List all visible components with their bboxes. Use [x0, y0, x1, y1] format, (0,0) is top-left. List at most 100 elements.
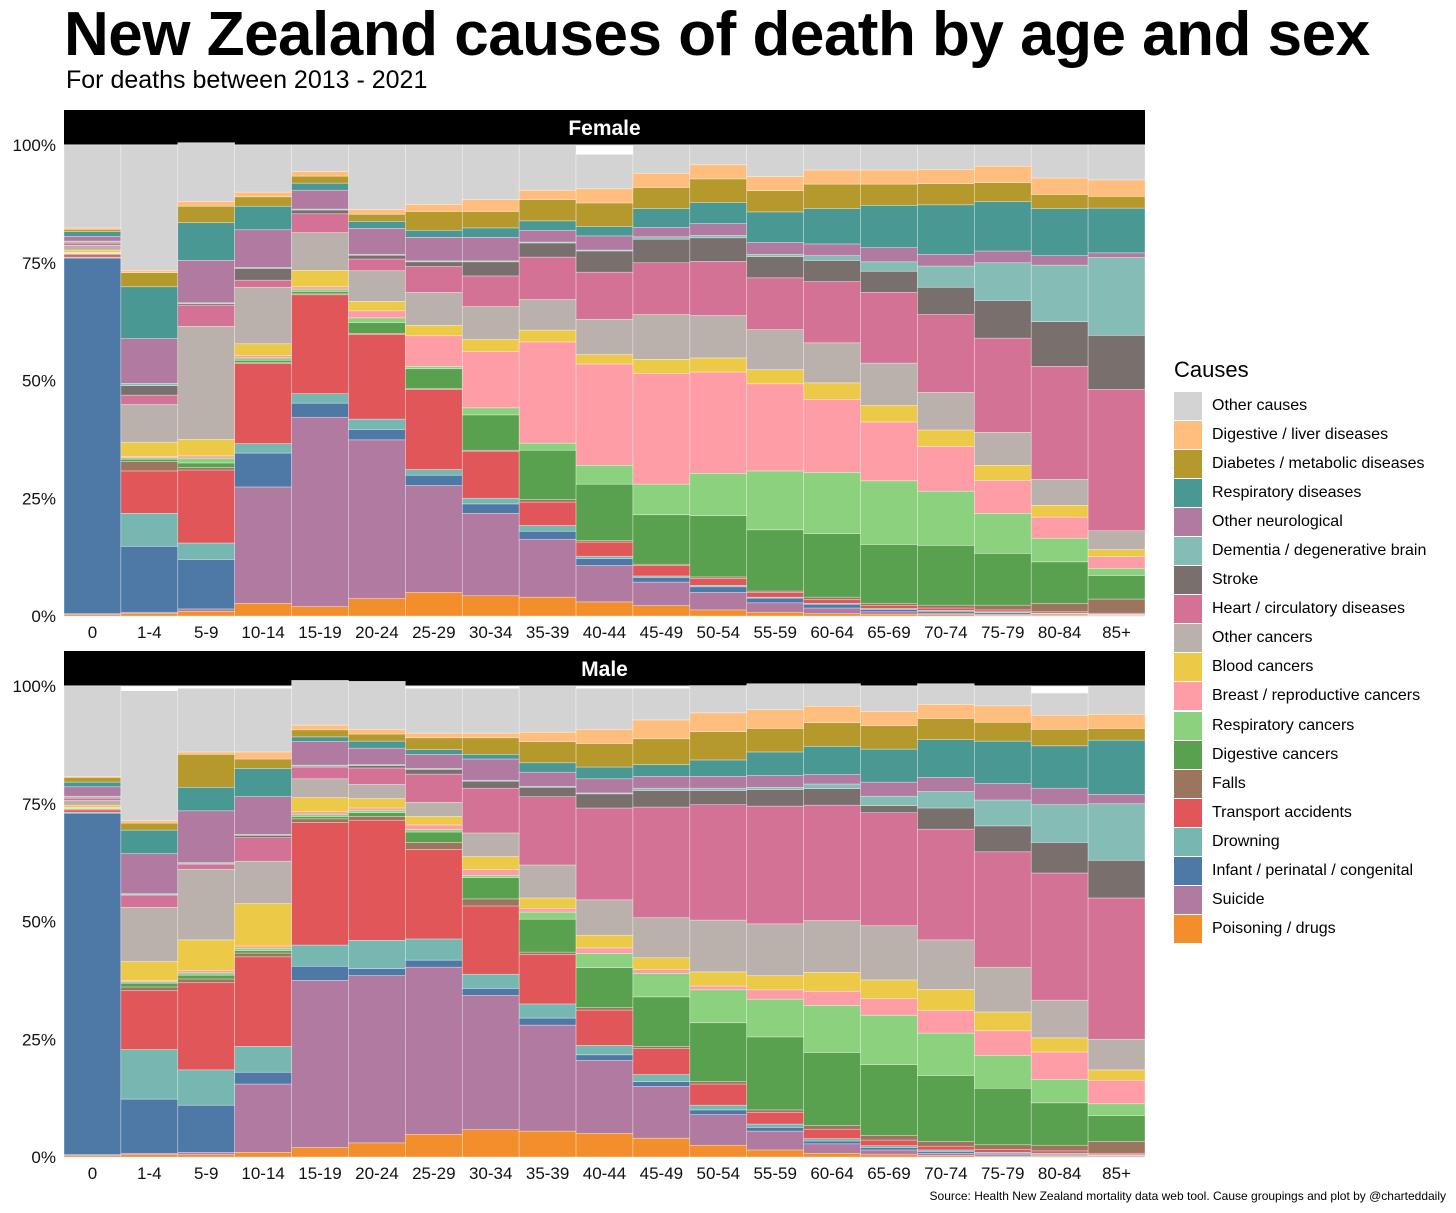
bar-segment-digestive-cancers — [120, 458, 179, 462]
bar-segment-breast-reproductive-cancers — [177, 970, 235, 974]
bar-segment-heart-circulatory-diseases — [63, 797, 122, 801]
bar-segment-digestive-liver-diseases — [120, 269, 179, 273]
bar-segment-other-causes — [120, 690, 179, 822]
bar-segment-respiratory-cancers — [917, 1032, 975, 1076]
bar-segment-other-cancers — [974, 432, 1032, 466]
y-tick-label: 50% — [22, 372, 56, 391]
y-tick-label: 75% — [22, 254, 56, 273]
legend-label: Blood cancers — [1212, 658, 1314, 676]
bar-segment-blood-cancers — [234, 903, 292, 947]
bar-segment-breast-reproductive-cancers — [518, 908, 577, 913]
legend-swatch — [1174, 915, 1202, 944]
bar-segment-suicide — [348, 975, 406, 1144]
bar-segment-digestive-cancers — [291, 291, 349, 295]
bar-segment-transport-accidents — [348, 334, 406, 420]
bar-segment-other-cancers — [860, 925, 918, 981]
bar-segment-drowning — [177, 542, 235, 560]
bar-segment-other-causes — [803, 144, 861, 171]
bar-segment-falls — [120, 461, 179, 472]
bar-segment-respiratory-cancers — [177, 457, 235, 464]
bar-segment-respiratory-cancers — [1030, 537, 1089, 563]
x-tick-label: 75-79 — [981, 1164, 1024, 1180]
bar-segment-heart-circulatory-diseases — [461, 275, 520, 307]
legend-label: Other causes — [1212, 396, 1308, 414]
bar-segment-suicide — [518, 1024, 577, 1132]
bar-segment-transport-accidents — [291, 822, 349, 946]
bar-segment-drowning — [632, 1074, 691, 1082]
bar-segment-drowning — [234, 1046, 292, 1073]
bar-segment-heart-circulatory-diseases — [518, 256, 577, 300]
bar-segment-digestive-liver-diseases — [917, 704, 975, 719]
bar-segment-other-causes — [120, 144, 179, 271]
bar-segment-respiratory-diseases — [803, 208, 861, 245]
x-tick-label: 50-54 — [697, 1164, 740, 1180]
bar-segment-heart-circulatory-diseases — [974, 851, 1032, 968]
bar-segment-transport-accidents — [860, 605, 918, 609]
legend-item-breast-reproductive-cancers: Breast / reproductive cancers — [1174, 682, 1454, 711]
bar-segment-transport-accidents — [405, 389, 463, 470]
bar-segment-other-cancers — [917, 939, 975, 990]
bar-segment-other-neurological — [405, 753, 463, 769]
bar-segment-other-cancers — [348, 270, 406, 302]
bar-segment-respiratory-cancers — [405, 366, 463, 370]
bar-segment-other-neurological — [632, 227, 691, 238]
bar-segment-transport-accidents — [405, 849, 463, 940]
legend-item-digestive-cancers: Digestive cancers — [1174, 740, 1454, 769]
bar-segment-respiratory-cancers — [348, 810, 406, 813]
bar-segment-falls — [860, 602, 918, 606]
bar-segment-digestive-liver-diseases — [348, 729, 406, 735]
bar-segment-digestive-liver-diseases — [974, 165, 1032, 183]
bar-segment-blood-cancers — [917, 429, 975, 447]
bar-segment-poisoning-drugs — [746, 1149, 804, 1158]
bar-segment-other-causes — [405, 688, 463, 734]
bar-segment-other-neurological — [518, 229, 577, 243]
bar-segment-stroke — [234, 268, 292, 281]
x-tick-label: 80-84 — [1038, 623, 1081, 642]
bar-segment-dementia-degenerative-brain — [1030, 264, 1089, 322]
bar-segment-blood-cancers — [461, 339, 520, 352]
bar-segment-stroke — [518, 242, 577, 258]
bar-segment-diabetes-metabolic-diseases — [689, 731, 748, 761]
bar-segment-respiratory-diseases — [461, 753, 520, 760]
bar-segment-poisoning-drugs — [120, 613, 179, 617]
bar-segment-other-neurological — [632, 776, 691, 789]
bar-segment-other-causes — [803, 683, 861, 707]
bar-segment-blood-cancers — [234, 343, 292, 356]
legend-label: Other neurological — [1212, 512, 1343, 530]
bar-segment-other-neurological — [689, 223, 748, 236]
bar-segment-blood-cancers — [803, 972, 861, 992]
bar-segment-stroke — [461, 261, 520, 277]
bar-segment-respiratory-cancers — [803, 472, 861, 534]
bar-segment-infant-perinatal-congenital — [177, 559, 235, 610]
bar-segment-respiratory-cancers — [518, 442, 577, 451]
bar-segment-other-cancers — [518, 864, 577, 899]
y-tick-label: 25% — [22, 489, 56, 508]
bar-segment-other-cancers — [1087, 530, 1146, 550]
bar-segment-transport-accidents — [177, 982, 235, 1071]
bar-segment-other-cancers — [1030, 999, 1089, 1039]
bar-segment-poisoning-drugs — [632, 605, 691, 617]
bar-segment-suicide — [405, 966, 463, 1135]
bar-segment-breast-reproductive-cancers — [234, 355, 292, 359]
bar-segment-other-neurological — [291, 741, 349, 766]
bar-segment-suicide — [234, 486, 292, 604]
bar-segment-transport-accidents — [917, 1145, 975, 1151]
bar-segment-other-neurological — [1030, 255, 1089, 266]
bar-segment-digestive-liver-diseases — [518, 731, 577, 742]
bar-segment-digestive-cancers — [746, 529, 804, 592]
bar-segment-other-neurological — [1087, 252, 1146, 258]
bar-segment-other-causes — [746, 144, 804, 177]
x-tick-label: 70-74 — [924, 623, 967, 642]
bar-segment-digestive-cancers — [917, 1075, 975, 1142]
bar-segment-diabetes-metabolic-diseases — [63, 229, 122, 232]
chart-subtitle: For deaths between 2013 - 2021 — [66, 66, 428, 94]
bar-segment-other-cancers — [234, 286, 292, 345]
bar-segment-other-causes — [291, 680, 349, 726]
bar-segment-dementia-degenerative-brain — [917, 265, 975, 288]
bar-segment-diabetes-metabolic-diseases — [803, 722, 861, 747]
bar-segment-infant-perinatal-congenital — [803, 1140, 861, 1145]
bar-segment-transport-accidents — [689, 578, 748, 586]
x-tick-label: 60-64 — [810, 623, 853, 642]
bar-segment-heart-circulatory-diseases — [575, 807, 634, 901]
bar-segment-stroke — [575, 793, 634, 809]
